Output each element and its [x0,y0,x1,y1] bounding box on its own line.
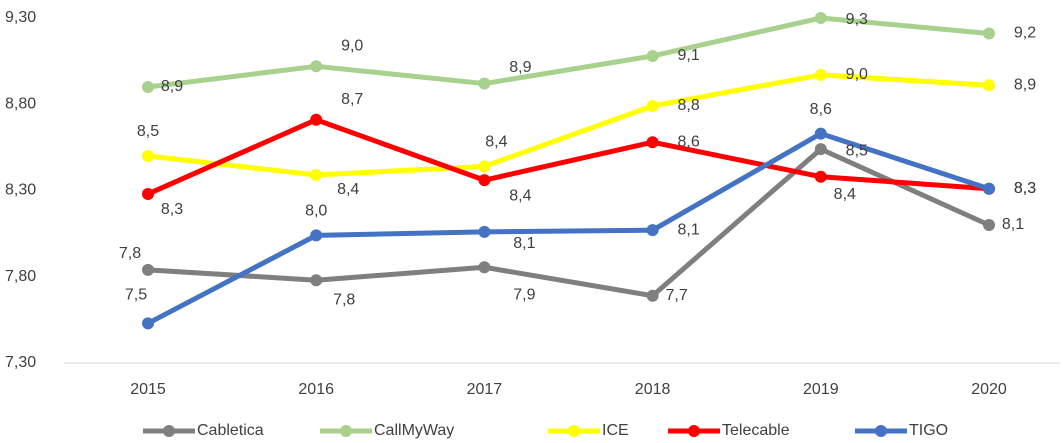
legend-label: CallMyWay [374,422,454,439]
data-label: 7,8 [333,291,355,308]
data-point [814,143,827,156]
data-label: 8,9 [1014,76,1036,93]
data-point [814,127,827,140]
data-point [478,225,491,238]
legend-label: Telecable [722,422,790,439]
series-line [146,131,990,326]
x-tick-label: 2019 [803,381,839,398]
legend-marker [875,425,887,437]
data-point [983,27,995,40]
data-point [646,136,659,149]
data-label: 9,1 [677,47,699,64]
data-point [142,187,154,200]
data-point [983,219,995,231]
data-label: 8,6 [677,133,699,150]
data-point [478,77,491,90]
data-point [310,113,323,126]
data-label: 8,3 [161,201,183,218]
data-label: 7,5 [125,287,147,304]
data-point [478,160,491,173]
data-label: 9,0 [341,38,363,55]
y-tick-label: 7,30 [5,354,36,371]
data-point [142,263,154,276]
data-point [983,79,995,92]
y-tick-label: 7,80 [5,268,36,285]
series-line [147,15,990,90]
data-point [142,81,154,93]
data-point [646,289,659,302]
data-point [814,12,827,24]
data-label: 8,5 [137,123,159,140]
data-point [814,170,827,183]
x-tick-label: 2016 [298,381,334,398]
data-point [142,317,154,330]
data-label: 9,3 [846,11,868,28]
data-label: 8,3 [1014,180,1036,197]
data-label: 8,9 [509,59,531,76]
y-tick-label: 8,30 [5,182,36,199]
data-label: 8,0 [305,203,327,220]
data-point [310,274,323,287]
data-label: 8,1 [1002,216,1024,233]
data-point [646,49,659,62]
data-label: 8,4 [834,186,856,203]
data-label: 8,1 [677,221,699,238]
x-tick-label: 2015 [130,381,166,398]
data-label: 9,2 [1014,25,1036,42]
data-point [646,224,659,237]
y-tick-label: 9,30 [5,9,36,26]
data-label: 8,5 [846,142,868,159]
data-point [310,229,323,242]
data-point [478,174,491,187]
legend-marker [340,425,352,437]
legend-marker [568,425,580,437]
series-line [147,72,990,178]
data-label: 8,8 [677,97,699,114]
legend-marker [163,425,175,437]
data-label: 7,7 [665,287,687,304]
legend-label: Cabletica [197,422,264,439]
legend-label: ICE [602,422,629,439]
data-label: 7,8 [119,245,141,262]
legend-marker [688,425,700,437]
data-label: 9,0 [846,66,868,83]
legend-label: TIGO [909,422,948,439]
data-point [983,182,995,195]
data-point [478,261,491,274]
data-label: 8,6 [810,101,832,118]
data-point [310,60,323,73]
data-label: 8,1 [513,235,535,252]
data-point [814,68,827,81]
data-label: 8,4 [509,187,531,204]
data-label: 8,9 [161,78,183,95]
x-tick-label: 2017 [467,381,503,398]
series-line [146,117,990,197]
data-label: 8,3 [1014,180,1036,197]
y-tick-label: 8,80 [5,95,36,112]
data-label: 8,7 [341,91,363,108]
data-label: 8,4 [485,134,507,151]
x-tick-label: 2018 [635,381,671,398]
data-point [142,150,154,162]
data-label: 7,9 [513,286,535,303]
x-tick-label: 2020 [971,381,1007,398]
data-label: 8,4 [337,181,359,198]
data-point [646,99,659,112]
series-line [147,146,991,299]
data-point [310,168,323,181]
